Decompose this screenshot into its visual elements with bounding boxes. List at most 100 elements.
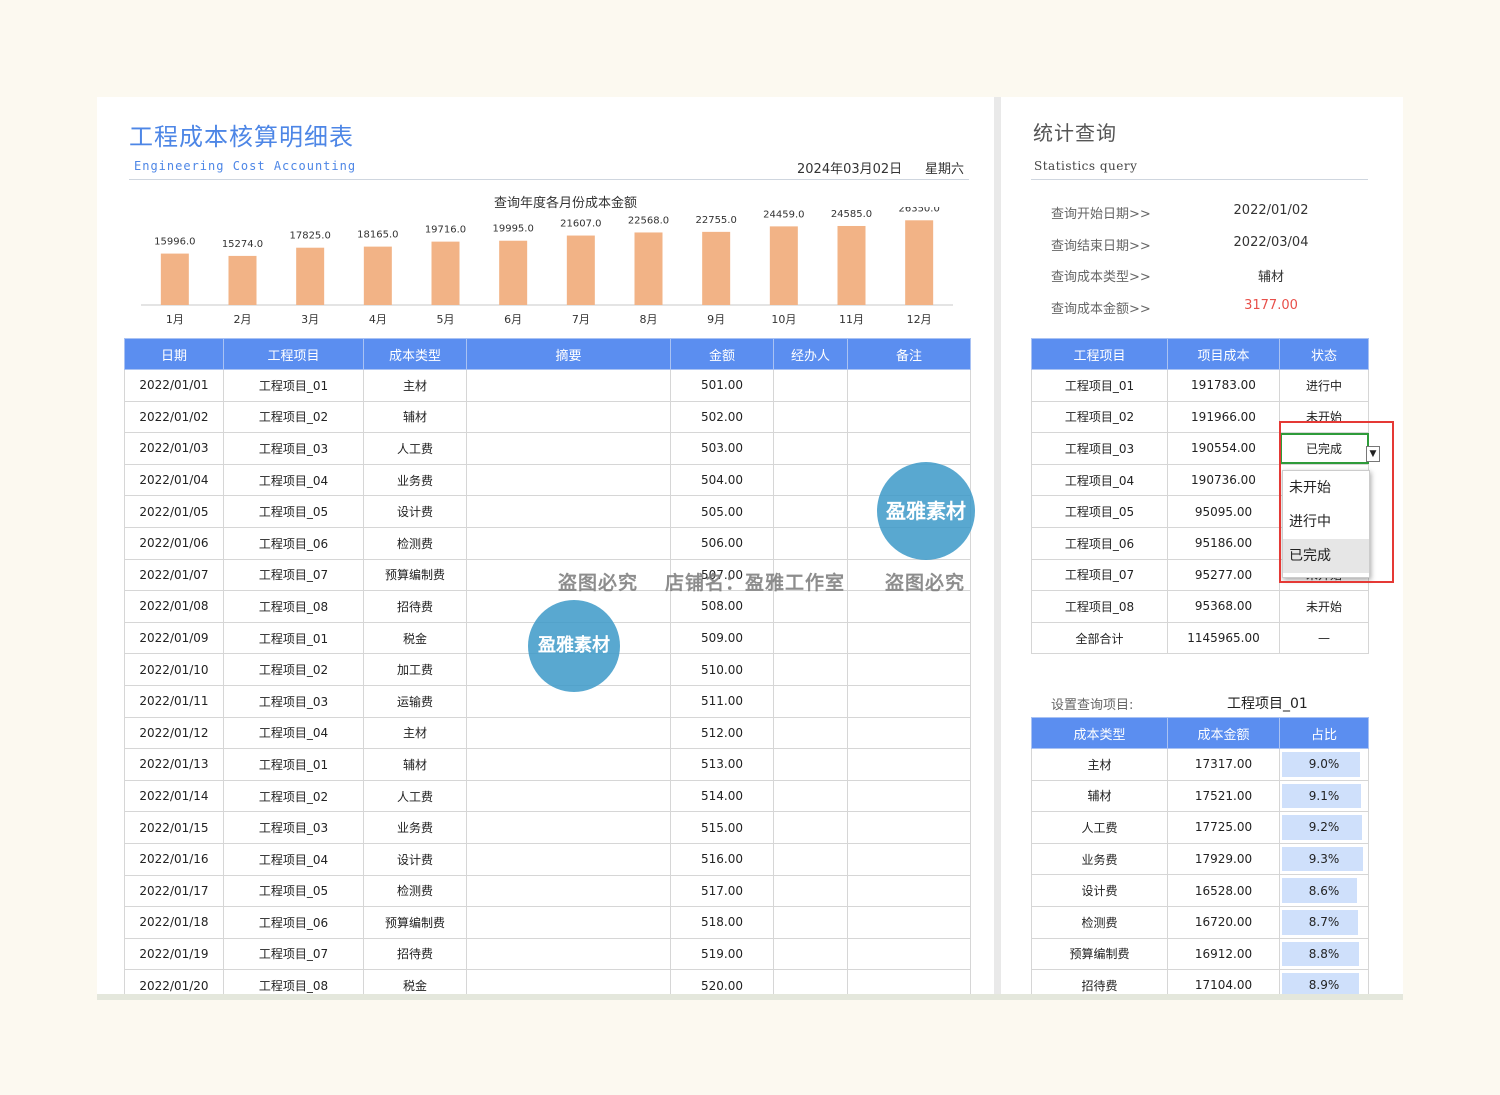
cell-amount[interactable]: 502.00 xyxy=(670,400,774,434)
cell-amount[interactable]: 504.00 xyxy=(670,463,774,497)
cell-handler[interactable] xyxy=(773,779,848,813)
cell-remark[interactable] xyxy=(847,842,971,876)
cell-handler[interactable] xyxy=(773,937,848,971)
cell-amount[interactable]: 519.00 xyxy=(670,937,774,971)
cell-status[interactable]: 未开始 xyxy=(1279,590,1369,623)
cell-handler[interactable] xyxy=(773,558,848,592)
dropdown-option-not-started[interactable]: 未开始 xyxy=(1289,480,1331,496)
cell-handler[interactable] xyxy=(773,874,848,908)
cell-status[interactable]: 进行中 xyxy=(1279,369,1369,402)
cell-date[interactable]: 2022/01/02 xyxy=(124,400,224,434)
cell-summary[interactable] xyxy=(466,369,671,402)
cell-status[interactable]: 已完成 xyxy=(1279,432,1369,465)
cell-handler[interactable] xyxy=(773,906,848,939)
cell-summary[interactable] xyxy=(466,463,671,497)
cell-cost-type[interactable]: 设计费 xyxy=(363,495,467,528)
cell-handler[interactable] xyxy=(773,400,848,434)
cell-project[interactable]: 工程项目_05 xyxy=(223,495,364,528)
cell-cost-type[interactable]: 预算编制费 xyxy=(363,558,467,592)
cell-cost-type[interactable]: 加工费 xyxy=(363,653,467,686)
cell-remark[interactable] xyxy=(847,653,971,686)
cell-cost-type[interactable]: 招待费 xyxy=(363,590,467,623)
cell-summary[interactable] xyxy=(466,748,671,781)
cell-handler[interactable] xyxy=(773,590,848,623)
cell-project[interactable]: 工程项目_02 xyxy=(223,653,364,686)
cell-remark[interactable] xyxy=(847,779,971,813)
cell-amount[interactable]: 501.00 xyxy=(670,369,774,402)
cell-remark[interactable] xyxy=(847,621,971,655)
cell-cost-type[interactable]: 检测费 xyxy=(363,874,467,908)
cell-project[interactable]: 工程项目_06 xyxy=(223,906,364,939)
cell-project[interactable]: 工程项目_01 xyxy=(223,621,364,655)
cell-project[interactable]: 工程项目_04 xyxy=(223,842,364,876)
cell-cost-type[interactable]: 业务费 xyxy=(363,463,467,497)
cell-remark[interactable] xyxy=(847,937,971,971)
dropdown-option-completed[interactable]: 已完成 xyxy=(1283,539,1369,573)
cell-summary[interactable] xyxy=(466,842,671,876)
cell-remark[interactable] xyxy=(847,432,971,465)
cell-amount[interactable]: 517.00 xyxy=(670,874,774,908)
cell-cost-type[interactable]: 辅材 xyxy=(363,748,467,781)
cell-remark[interactable] xyxy=(847,748,971,781)
cell-remark[interactable] xyxy=(847,369,971,402)
cell-date[interactable]: 2022/01/15 xyxy=(124,811,224,844)
query-type-value[interactable]: 辅材 xyxy=(1257,270,1284,285)
cell-project[interactable]: 工程项目_01 xyxy=(223,748,364,781)
cell-date[interactable]: 2022/01/03 xyxy=(124,432,224,465)
cell-project[interactable]: 工程项目_02 xyxy=(223,779,364,813)
cell-date[interactable]: 2022/01/01 xyxy=(124,369,224,402)
dropdown-option-in-progress[interactable]: 进行中 xyxy=(1289,514,1331,530)
query-start-value[interactable]: 2022/01/02 xyxy=(1233,203,1309,218)
cell-amount[interactable]: 512.00 xyxy=(670,716,774,750)
cell-date[interactable]: 2022/01/11 xyxy=(124,684,224,718)
status-dropdown-arrow-icon[interactable]: ▼ xyxy=(1366,446,1380,462)
cell-project[interactable]: 工程项目_05 xyxy=(223,874,364,908)
cell-summary[interactable] xyxy=(466,779,671,813)
cell-amount[interactable]: 503.00 xyxy=(670,432,774,465)
cell-cost-type[interactable]: 运输费 xyxy=(363,684,467,718)
cell-date[interactable]: 2022/01/18 xyxy=(124,906,224,939)
cell-date[interactable]: 2022/01/07 xyxy=(124,558,224,592)
cell-remark[interactable] xyxy=(847,590,971,623)
cell-summary[interactable] xyxy=(466,558,671,592)
cell-date[interactable]: 2022/01/19 xyxy=(124,937,224,971)
cell-project[interactable]: 工程项目_04 xyxy=(223,716,364,750)
cell-date[interactable]: 2022/01/13 xyxy=(124,748,224,781)
cell-handler[interactable] xyxy=(773,463,848,497)
cell-summary[interactable] xyxy=(466,400,671,434)
cell-remark[interactable] xyxy=(847,716,971,750)
cell-date[interactable]: 2022/01/14 xyxy=(124,779,224,813)
cell-amount[interactable]: 508.00 xyxy=(670,590,774,623)
cell-date[interactable]: 2022/01/06 xyxy=(124,526,224,560)
cell-handler[interactable] xyxy=(773,684,848,718)
cell-remark[interactable] xyxy=(847,811,971,844)
cell-amount[interactable]: 510.00 xyxy=(670,653,774,686)
cell-handler[interactable] xyxy=(773,432,848,465)
cell-project[interactable]: 工程项目_01 xyxy=(223,369,364,402)
cell-cost-type[interactable]: 业务费 xyxy=(363,811,467,844)
cell-amount[interactable]: 516.00 xyxy=(670,842,774,876)
cell-cost-type[interactable]: 检测费 xyxy=(363,526,467,560)
cell-cost-type[interactable]: 人工费 xyxy=(363,779,467,813)
cell-project[interactable]: 工程项目_02 xyxy=(223,400,364,434)
cell-amount[interactable]: 514.00 xyxy=(670,779,774,813)
cell-handler[interactable] xyxy=(773,621,848,655)
cell-project[interactable]: 工程项目_04 xyxy=(223,463,364,497)
cell-project[interactable]: 工程项目_07 xyxy=(223,558,364,592)
cell-amount[interactable]: 506.00 xyxy=(670,526,774,560)
cell-project[interactable]: 工程项目_03 xyxy=(223,432,364,465)
cell-project[interactable]: 工程项目_06 xyxy=(223,526,364,560)
cell-summary[interactable] xyxy=(466,937,671,971)
cell-summary[interactable] xyxy=(466,874,671,908)
cell-date[interactable]: 2022/01/05 xyxy=(124,495,224,528)
cell-summary[interactable] xyxy=(466,906,671,939)
cell-date[interactable]: 2022/01/04 xyxy=(124,463,224,497)
cell-project[interactable]: 工程项目_03 xyxy=(223,811,364,844)
cell-date[interactable]: 2022/01/12 xyxy=(124,716,224,750)
cell-date[interactable]: 2022/01/09 xyxy=(124,621,224,655)
cell-handler[interactable] xyxy=(773,748,848,781)
cell-amount[interactable]: 518.00 xyxy=(670,906,774,939)
cell-date[interactable]: 2022/01/08 xyxy=(124,590,224,623)
cell-status[interactable]: 未开始 xyxy=(1279,400,1369,434)
cell-cost-type[interactable]: 人工费 xyxy=(363,432,467,465)
